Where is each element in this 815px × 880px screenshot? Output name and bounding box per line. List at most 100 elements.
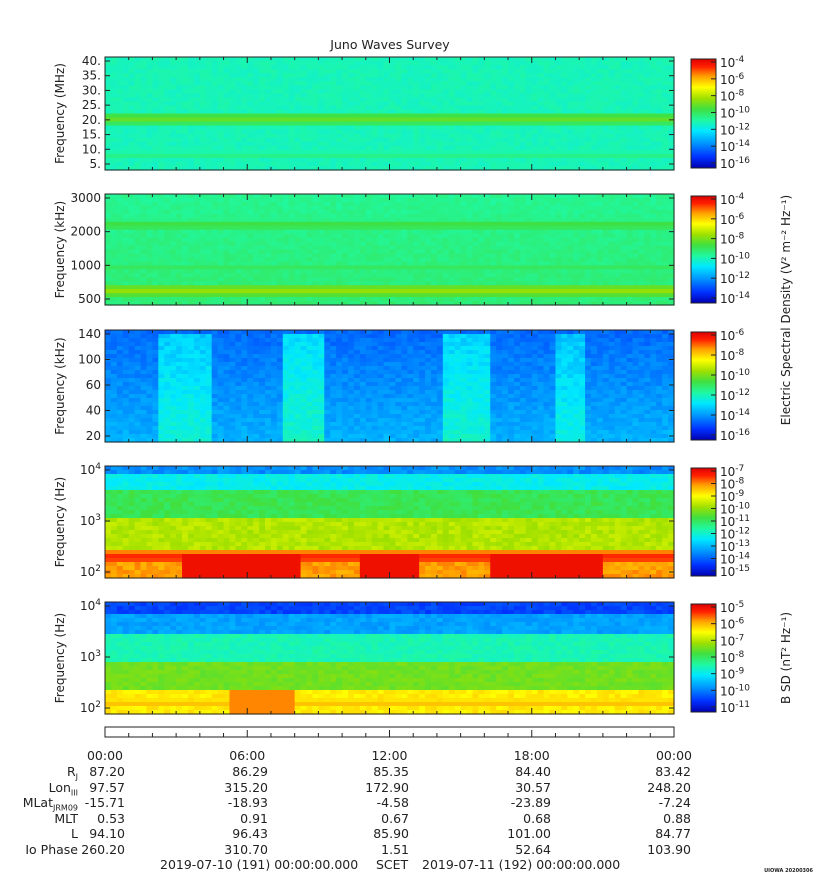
ephemeris-value: 85.90 bbox=[373, 826, 409, 841]
ephemeris-row: MLatJRM09 -15.71 -18.93 -4.58 -23.89 -7.24 bbox=[0, 795, 815, 813]
ephemeris-label: Io Phase bbox=[25, 841, 78, 857]
colorbar-tick-label: 10-16 bbox=[720, 156, 750, 171]
colorbar bbox=[690, 195, 717, 304]
ephemeris-label: MLT bbox=[54, 810, 78, 826]
y-tick-label: 3000 bbox=[70, 191, 101, 205]
spectrogram-image bbox=[105, 602, 675, 715]
chart-title: Juno Waves Survey bbox=[329, 37, 450, 52]
y-tick-label: 103 bbox=[80, 513, 101, 528]
ephemeris-value: 260.20 bbox=[81, 841, 125, 857]
spectrogram-image bbox=[105, 57, 675, 171]
time-tick-label: 18:00 bbox=[514, 748, 550, 763]
colorbar-tick-label: 10-16 bbox=[720, 428, 750, 443]
ephemeris-value: 310.70 bbox=[224, 841, 268, 857]
colorbar-tick-label: 10-14 bbox=[720, 408, 750, 423]
ephemeris-value: 97.57 bbox=[89, 779, 125, 795]
ephemeris-value: -15.71 bbox=[84, 795, 125, 810]
ephemeris-value: 85.35 bbox=[373, 764, 409, 779]
y-tick-label: 1000 bbox=[70, 258, 101, 272]
y-tick-label: 30. bbox=[82, 83, 101, 97]
spectrogram-image bbox=[105, 194, 675, 306]
time-tick-label: 06:00 bbox=[229, 748, 265, 763]
ephemeris-value: 83.42 bbox=[655, 764, 691, 779]
colorbar bbox=[690, 467, 717, 577]
colorbar-tick-label: 10-10 bbox=[720, 106, 750, 121]
ephemeris-value: 96.43 bbox=[232, 826, 268, 841]
ephemeris-value: 0.53 bbox=[97, 810, 125, 826]
ephemeris-label: LonIII bbox=[48, 779, 78, 798]
y-axis-label: Frequency (kHz) bbox=[53, 201, 67, 298]
colorbar-tick-label: 10-10 bbox=[720, 251, 750, 266]
ephemeris-value: 101.00 bbox=[507, 826, 551, 841]
colorbar-tick-label: 10-6 bbox=[720, 72, 745, 87]
colorbar-tick-label: 10-12 bbox=[720, 388, 750, 403]
ephemeris-row: Io Phase 260.20 310.70 1.51 52.64 103.90 bbox=[0, 842, 815, 858]
y-tick-label: 40. bbox=[82, 54, 101, 68]
ephemeris-value: 248.20 bbox=[647, 779, 691, 795]
ephemeris-value: 84.77 bbox=[655, 826, 691, 841]
colorbar-tick-label: 10-6 bbox=[720, 212, 745, 227]
colorbar-tick-label: 10-8 bbox=[720, 89, 745, 104]
ephemeris-row: RJ 87.20 86.29 85.35 84.40 83.42 bbox=[0, 764, 815, 782]
y-tick-label: 140 bbox=[78, 327, 101, 341]
ephemeris-value: 87.20 bbox=[89, 764, 125, 779]
spectrogram-panel-2: 3000 2000 1000 500 Frequency (kHz) 10-4 10-6 10… bbox=[53, 191, 750, 306]
ephemeris-value: 1.51 bbox=[381, 841, 409, 857]
ephemeris-row: MLT 0.53 0.91 0.67 0.68 0.88 bbox=[0, 811, 815, 827]
colorbar-tick-label: 10-5 bbox=[720, 600, 744, 615]
colorbar-tick-label: 10-10 bbox=[720, 368, 750, 383]
colorbar-tick-label: 10-8 bbox=[720, 348, 745, 363]
colorbar-tick-label: 10-12 bbox=[720, 122, 750, 137]
time-tick-label: 12:00 bbox=[371, 748, 407, 763]
colorbar-tick-label: 10-6 bbox=[720, 328, 745, 343]
ephemeris-value: 30.57 bbox=[515, 779, 551, 795]
colorbar bbox=[690, 58, 717, 169]
colorbar-tick-label: 10-15 bbox=[720, 564, 750, 579]
ephemeris-value: 94.10 bbox=[89, 826, 125, 841]
time-tick-label: 00:00 bbox=[87, 748, 123, 763]
ephemeris-value: -4.58 bbox=[376, 795, 409, 810]
y-tick-label: 20. bbox=[82, 113, 101, 127]
ephemeris-row: L 94.10 96.43 85.90 101.00 84.77 bbox=[0, 826, 815, 842]
colorbar-tick-label: 10-4 bbox=[720, 55, 745, 70]
ephemeris-value: 84.40 bbox=[515, 764, 551, 779]
y-axis-label: Frequency (Hz) bbox=[53, 613, 67, 704]
credit-stamp: UIOWA 20200306 bbox=[764, 868, 813, 874]
ephemeris-label: L bbox=[71, 826, 78, 841]
y-tick-label: 20 bbox=[86, 429, 101, 443]
spectrogram-image bbox=[105, 330, 675, 443]
colorbar-tick-label: 10-6 bbox=[720, 617, 745, 632]
colorbar-tick-label: 10-14 bbox=[720, 139, 750, 154]
spectrogram-panel-5: 104 103 102 Frequency (Hz) 10-5 10-610-7 10-8 1… bbox=[53, 598, 750, 715]
ephemeris-value: 0.91 bbox=[240, 810, 268, 826]
y-tick-label: 102 bbox=[80, 564, 101, 579]
footer-end-time: 2019-07-11 (192) 00:00:00.000 bbox=[422, 857, 621, 872]
ephemeris-value: -23.89 bbox=[510, 795, 551, 810]
y-axis-label: Frequency (MHz) bbox=[53, 63, 67, 164]
ephemeris-value: 315.20 bbox=[224, 779, 268, 795]
ephemeris-value: 86.29 bbox=[232, 764, 268, 779]
ephemeris-label: RJ bbox=[66, 764, 78, 782]
ephemeris-value: 0.88 bbox=[663, 810, 691, 826]
electric-density-label: Electric Spectral Density (V² m⁻² Hz⁻¹) bbox=[779, 195, 793, 425]
ephemeris-value: 0.68 bbox=[523, 810, 551, 826]
y-tick-label: 15. bbox=[82, 128, 101, 142]
y-tick-label: 25. bbox=[82, 98, 101, 112]
colorbar-tick-label: 10-7 bbox=[720, 633, 744, 648]
y-tick-label: 103 bbox=[80, 649, 101, 664]
y-tick-label: 104 bbox=[80, 462, 101, 477]
y-tick-label: 10. bbox=[82, 142, 101, 156]
ephemeris-value: 172.90 bbox=[365, 779, 409, 795]
y-tick-label: 2000 bbox=[70, 225, 101, 239]
time-axis: 00:00 06:00 12:00 18:00 00:00 bbox=[87, 726, 692, 763]
footer-scet-label: SCET bbox=[376, 857, 409, 872]
time-tick-label: 00:00 bbox=[656, 748, 692, 763]
colorbar-tick-label: 10-11 bbox=[720, 700, 750, 715]
colorbar-tick-label: 10-12 bbox=[720, 271, 750, 286]
colorbar-tick-label: 10-4 bbox=[720, 192, 745, 207]
y-tick-label: 40 bbox=[86, 404, 101, 418]
colorbar-tick-label: 10-14 bbox=[720, 291, 750, 306]
spectrogram-image bbox=[105, 466, 675, 579]
